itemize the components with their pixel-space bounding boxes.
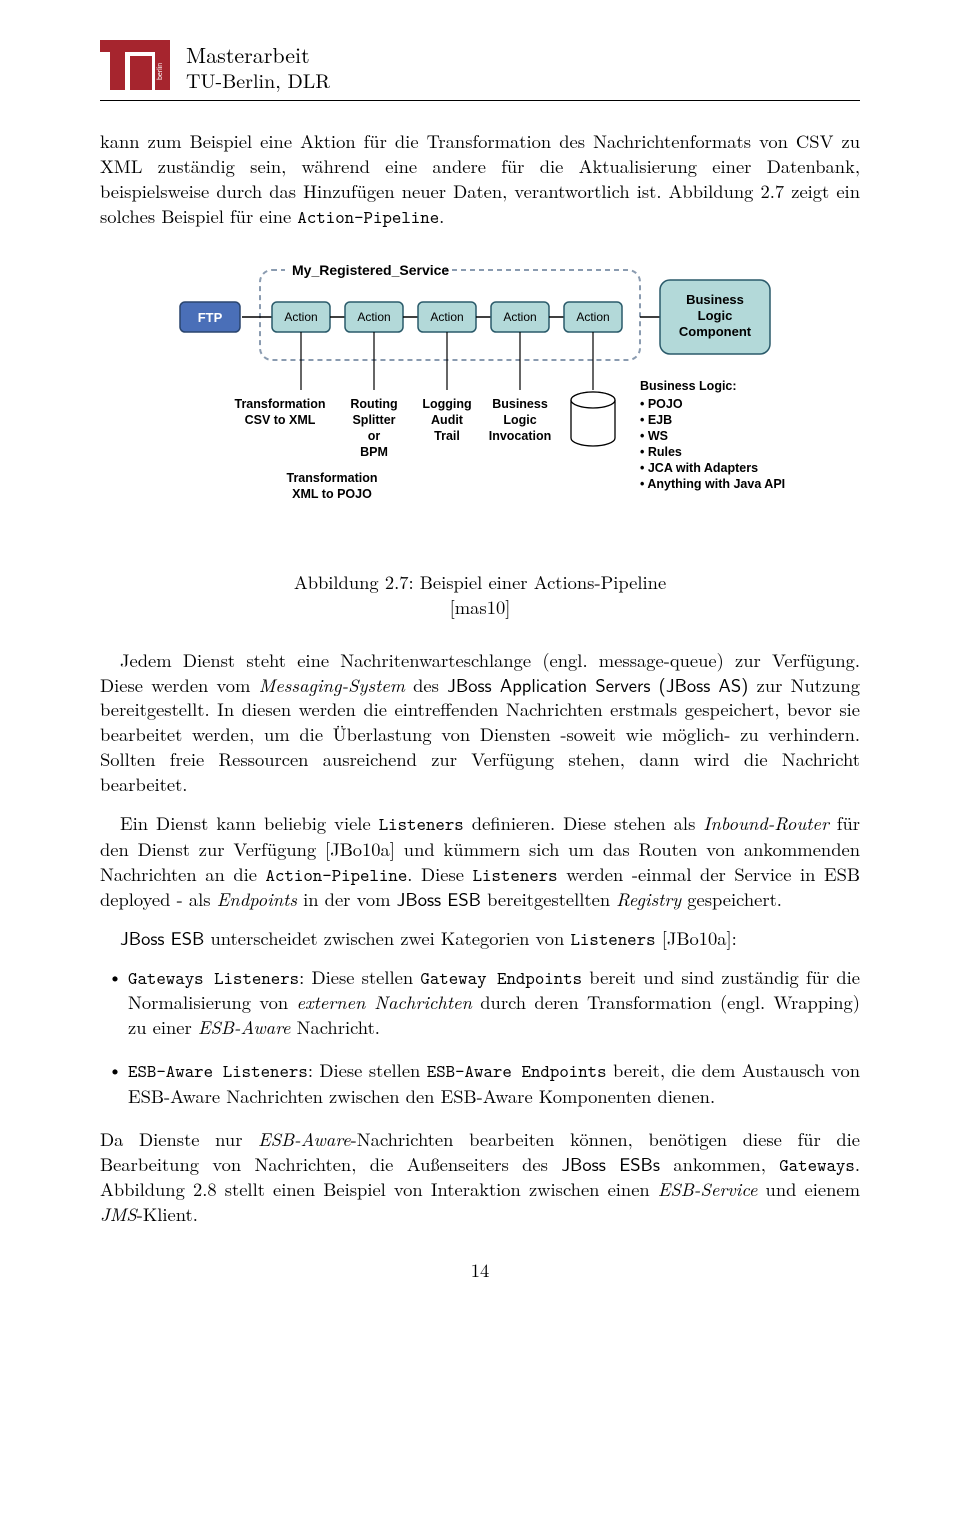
text-run: in der vom <box>297 886 397 912</box>
italic-run: Endpoints <box>217 886 297 912</box>
listeners-list: Gateways Listeners: Diese stellen Gatewa… <box>100 965 860 1109</box>
text-run: ankommen, <box>660 1151 779 1177</box>
svg-text:• EJB: • EJB <box>640 413 672 427</box>
sans-run: JBoss Application Servers (JBoss AS) <box>447 671 748 698</box>
code-run: Listeners <box>570 927 655 951</box>
svg-text:or: or <box>368 429 381 443</box>
svg-text:Transformation: Transformation <box>235 397 326 411</box>
svg-text:• POJO: • POJO <box>640 397 683 411</box>
paragraph-1: kann zum Beispiel eine Aktion für die Tr… <box>100 129 860 229</box>
paragraph-4: JBoss ESB unterscheidet zwischen zwei Ka… <box>100 926 860 951</box>
italic-run: Inbound-Router <box>703 810 828 836</box>
text-run: definieren. Diese stehen als <box>464 810 704 836</box>
sans-run: JBoss ESB <box>120 924 204 951</box>
code-run: Listeners <box>379 812 464 836</box>
sans-run: JBoss ESB <box>397 885 481 912</box>
svg-text:Logic: Logic <box>503 413 536 427</box>
svg-text:berlin: berlin <box>157 63 164 80</box>
code-run: Action-Pipeline <box>266 863 408 887</box>
svg-text:Routing: Routing <box>350 397 397 411</box>
svg-text:• WS: • WS <box>640 429 668 443</box>
figure-diagram: My_Registered_Service FTP Action Action … <box>100 250 860 560</box>
svg-text:FTP: FTP <box>198 310 223 325</box>
text-run: kann zum Beispiel eine Aktion für die Tr… <box>100 128 860 229</box>
svg-text:Logging: Logging <box>422 397 471 411</box>
thesis-subtitle: TU-Berlin, DLR <box>186 68 330 92</box>
code-run: Listeners <box>473 863 558 887</box>
text-run: : Diese stellen <box>299 964 420 990</box>
tu-berlin-logo: berlin <box>100 40 170 90</box>
svg-text:• Anything with Java API: • Anything with Java API <box>640 477 785 491</box>
svg-text:XML to POJO: XML to POJO <box>292 487 372 501</box>
svg-text:Splitter: Splitter <box>352 413 395 427</box>
svg-text:Trail: Trail <box>434 429 460 443</box>
svg-text:Action: Action <box>503 310 536 324</box>
svg-text:BPM: BPM <box>360 445 388 459</box>
text-run: Da Dienste nur <box>100 1126 258 1152</box>
header-text-block: Masterarbeit TU-Berlin, DLR <box>186 40 330 92</box>
text-run: . Diese <box>407 861 472 887</box>
svg-text:Logic: Logic <box>698 308 733 323</box>
italic-run: ESB-Aware <box>198 1014 291 1040</box>
italic-run: JMS <box>100 1201 137 1227</box>
text-run: -Klient. <box>137 1201 198 1227</box>
caption-line-1: Abbildung 2.7: Beispiel einer Actions-Pi… <box>294 569 666 595</box>
paragraph-2: Jedem Dienst steht eine Nachritenwartesc… <box>100 648 860 798</box>
paragraph-3: Ein Dienst kann beliebig viele Listeners… <box>100 811 860 912</box>
text-run: [JBo10a]: <box>656 925 737 951</box>
text-run: des <box>405 672 447 698</box>
service-label: My_Registered_Service <box>292 262 449 278</box>
page-container: berlin Masterarbeit TU-Berlin, DLR kann … <box>0 0 960 1323</box>
list-item: ESB-Aware Listeners: Diese stellen ESB-A… <box>128 1058 860 1108</box>
svg-text:Action: Action <box>284 310 317 324</box>
text-run: bereitgestellten <box>481 886 616 912</box>
code-run: ESB-Aware Listeners <box>128 1059 308 1083</box>
text-run: . <box>439 203 444 229</box>
text-run: und eienem <box>757 1176 860 1202</box>
code-run: Gateways Listeners <box>128 966 299 990</box>
svg-text:Action: Action <box>576 310 609 324</box>
svg-text:Invocation: Invocation <box>489 429 552 443</box>
svg-text:Business: Business <box>686 292 744 307</box>
italic-run: ESB-Service <box>658 1176 758 1202</box>
svg-text:Transformation: Transformation <box>287 471 378 485</box>
text-run: gespeichert. <box>681 886 782 912</box>
svg-text:Business Logic:: Business Logic: <box>640 379 737 393</box>
page-number: 14 <box>100 1257 860 1283</box>
list-item: Gateways Listeners: Diese stellen Gatewa… <box>128 965 860 1040</box>
italic-run: ESB-Aware <box>258 1126 351 1152</box>
page-header: berlin Masterarbeit TU-Berlin, DLR <box>100 40 860 101</box>
svg-text:• JCA with Adapters: • JCA with Adapters <box>640 461 758 475</box>
text-run: Nachricht. <box>290 1014 379 1040</box>
svg-text:• Rules: • Rules <box>640 445 682 459</box>
sans-run: JBoss ESBs <box>561 1150 660 1177</box>
code-run: Gateways <box>779 1153 855 1177</box>
text-run: : Diese stellen <box>308 1057 427 1083</box>
paragraph-5: Da Dienste nur ESB-Aware-Nachrichten bea… <box>100 1127 860 1227</box>
code-run: ESB-Aware Endpoints <box>427 1059 607 1083</box>
svg-text:Action: Action <box>430 310 463 324</box>
text-run: Ein Dienst kann beliebig viele <box>120 810 379 836</box>
text-run: unterscheidet zwischen zwei Kategorien v… <box>204 925 570 951</box>
svg-text:Audit: Audit <box>431 413 464 427</box>
figure-caption: Abbildung 2.7: Beispiel einer Actions-Pi… <box>100 570 860 620</box>
italic-run: externen Nachrichten <box>297 989 472 1015</box>
italic-run: Messaging-System <box>259 672 405 698</box>
code-run: Gateway Endpoints <box>420 966 582 990</box>
svg-text:Action: Action <box>357 310 390 324</box>
svg-text:Business: Business <box>492 397 548 411</box>
svg-text:Component: Component <box>679 324 752 339</box>
caption-line-2: [mas10] <box>450 594 511 620</box>
italic-run: Registry <box>616 886 681 912</box>
code-run: Action-Pipeline <box>297 205 439 229</box>
svg-text:CSV to XML: CSV to XML <box>245 413 316 427</box>
